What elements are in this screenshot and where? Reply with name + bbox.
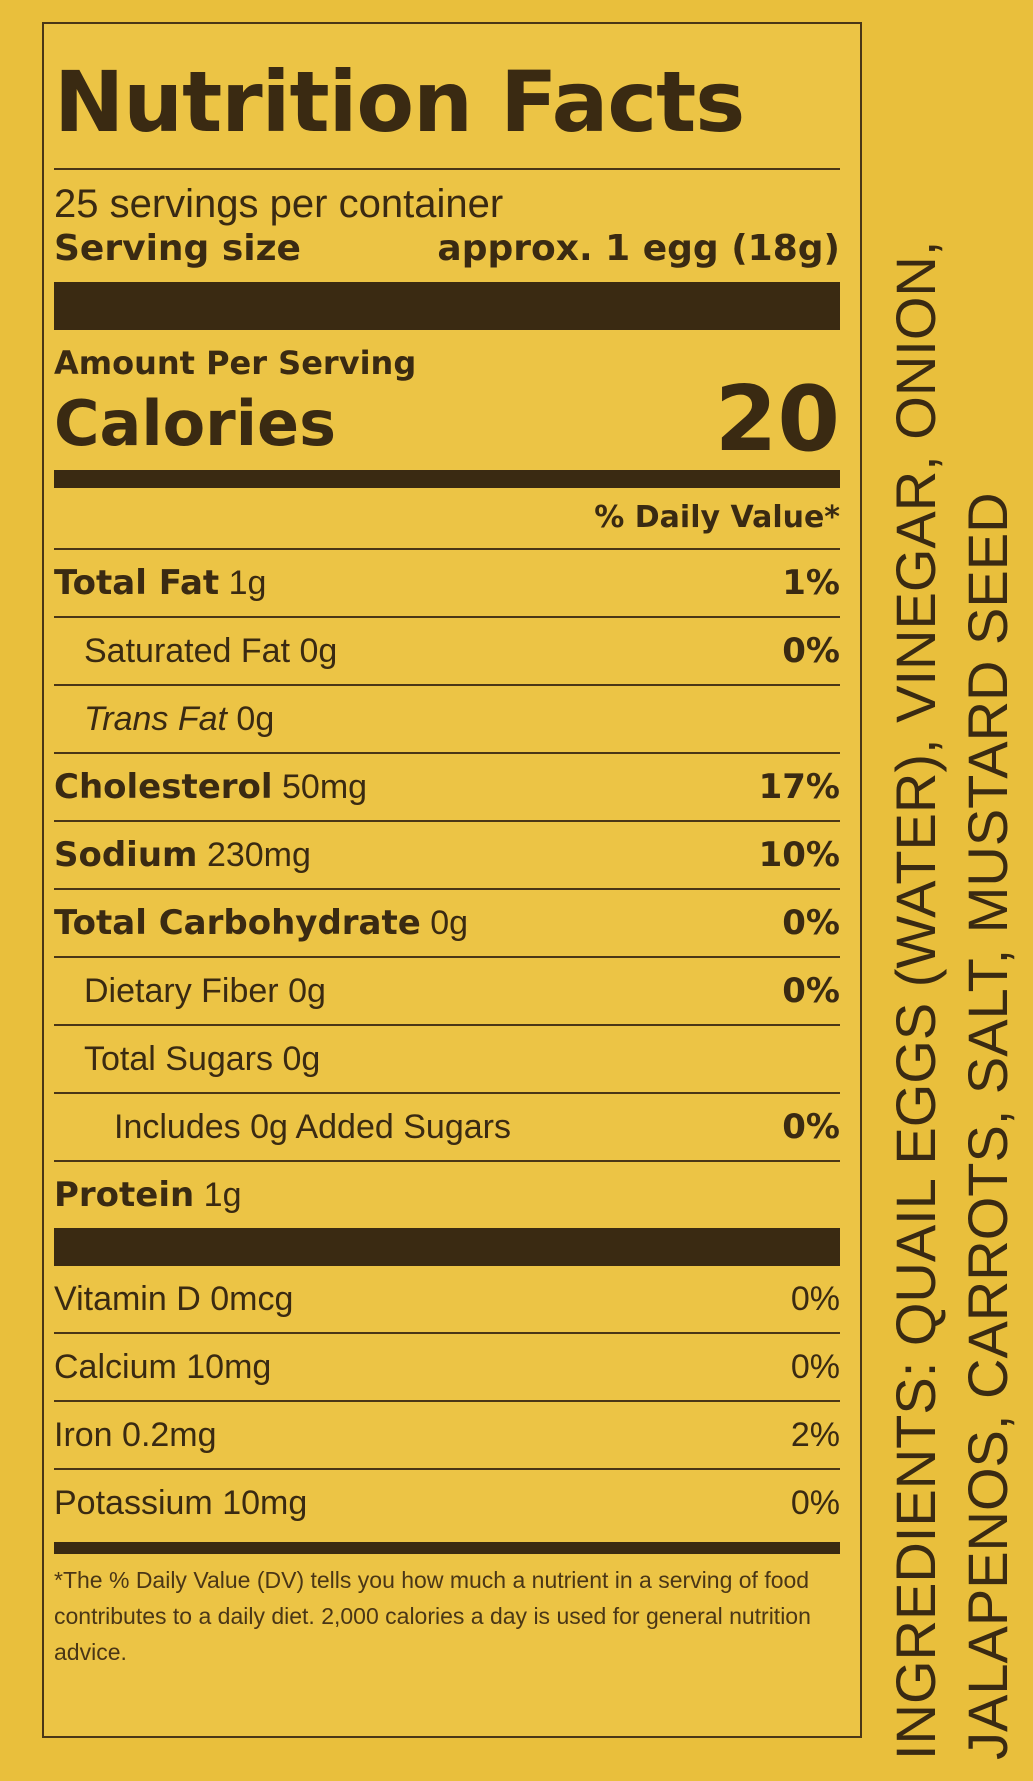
nutrient-dv: 0% — [782, 971, 840, 1011]
nutrition-facts-label: Nutrition Facts 25 servings per containe… — [42, 22, 862, 1738]
serving-size-value: approx. 1 egg (18g) — [437, 228, 840, 269]
serving-size-label: Serving size — [54, 228, 301, 269]
vitamin-amount: 10mg — [222, 1483, 308, 1522]
servings-per-container: 25 servings per container — [54, 182, 504, 226]
nutrient-name: Total Fat — [54, 563, 220, 603]
nutrient-amount: 0g — [236, 699, 275, 738]
amount-per-serving: Amount Per Serving — [54, 344, 417, 382]
calories-row: Calories 20 — [54, 367, 840, 472]
vitamin-row: Calcium 10mg 0% — [54, 1334, 840, 1402]
nutrient-amount: 1g — [203, 1176, 242, 1214]
nutrient-amount: 0g — [430, 904, 469, 942]
nutrient-name: Cholesterol — [54, 767, 273, 807]
nutrient-row: Includes 0g Added Sugars 0% — [54, 1094, 840, 1162]
vitamin-row: Vitamin D 0mcg 0% — [54, 1266, 840, 1334]
nutrient-dv: 17% — [758, 767, 840, 807]
nutrient-row: Protein 1g — [54, 1162, 840, 1228]
ingredients-line-2: JALAPENOS, CARROTS, SALT, MUSTARD SEED — [956, 492, 1019, 1760]
calories-label: Calories — [54, 387, 336, 460]
nutrient-dv: 0% — [782, 631, 840, 671]
vitamin-dv: 2% — [790, 1415, 840, 1454]
nutrient-amount: 230mg — [206, 836, 311, 874]
medium-divider — [54, 470, 840, 488]
label-title: Nutrition Facts — [54, 60, 840, 170]
nutrient-dv: 1% — [782, 563, 840, 603]
nutrient-row: Cholesterol 50mg 17% — [54, 754, 840, 822]
thick-divider — [54, 1228, 840, 1266]
vitamin-dv: 0% — [790, 1483, 840, 1522]
nutrient-row: Total Sugars 0g — [54, 1026, 840, 1094]
nutrient-name: Sodium — [54, 835, 198, 875]
serving-size: Serving size approx. 1 egg (18g) — [54, 228, 840, 276]
calories-value: 20 — [714, 367, 840, 472]
nutrient-dv: 0% — [782, 903, 840, 943]
footnote-divider — [54, 1542, 840, 1554]
vitamin-amount: 0mcg — [210, 1279, 294, 1318]
vitamin-row: Iron 0.2mg 2% — [54, 1402, 840, 1470]
vitamin-name: Iron — [54, 1415, 113, 1454]
nutrient-amount: 0g — [282, 1039, 321, 1078]
vitamin-dv: 0% — [790, 1279, 840, 1318]
nutrient-row: Sodium 230mg 10% — [54, 822, 840, 890]
nutrient-row: Saturated Fat 0g 0% — [54, 618, 840, 686]
vitamin-name: Calcium — [54, 1347, 177, 1386]
nutrient-name: Includes 0g Added Sugars — [114, 1107, 511, 1146]
vitamin-amount: 10mg — [186, 1347, 272, 1386]
nutrient-amount: 0g — [288, 971, 326, 1010]
nutrient-name: Total Carbohydrate — [54, 903, 421, 943]
nutrient-row: Dietary Fiber 0g 0% — [54, 958, 840, 1026]
nutrient-dv: 10% — [758, 835, 840, 875]
nutrient-dv: 0% — [782, 1107, 840, 1147]
nutrient-name: Total Sugars — [84, 1039, 273, 1078]
ingredients-list: INGREDIENTS: QUAIL EGGS (WATER), VINEGAR… — [880, 20, 1030, 1760]
nutrient-amount: 1g — [228, 564, 267, 602]
nutrient-amount: 50mg — [282, 768, 368, 806]
nutrient-amount: 0g — [299, 631, 338, 670]
nutrient-row: Trans Fat 0g — [54, 686, 840, 754]
nutrient-name: Protein — [54, 1175, 195, 1215]
daily-value-header: % Daily Value* — [54, 488, 840, 550]
vitamin-row: Potassium 10mg 0% — [54, 1470, 840, 1536]
vitamin-name: Potassium — [54, 1483, 213, 1522]
footnote: *The % Daily Value (DV) tells you how mu… — [54, 1567, 811, 1665]
nutrient-name: Saturated Fat — [84, 631, 291, 670]
nutrient-row: Total Carbohydrate 0g 0% — [54, 890, 840, 958]
nutrient-name: Dietary Fiber — [84, 971, 279, 1010]
vitamin-amount: 0.2mg — [122, 1415, 217, 1454]
nutrient-row: Total Fat 1g 1% — [54, 550, 840, 618]
vitamin-dv: 0% — [790, 1347, 840, 1386]
vitamin-name: Vitamin D — [54, 1279, 201, 1318]
nutrient-name: Trans Fat — [84, 699, 227, 738]
thick-divider — [54, 282, 840, 330]
ingredients-line-1: INGREDIENTS: QUAIL EGGS (WATER), VINEGAR… — [884, 240, 947, 1760]
